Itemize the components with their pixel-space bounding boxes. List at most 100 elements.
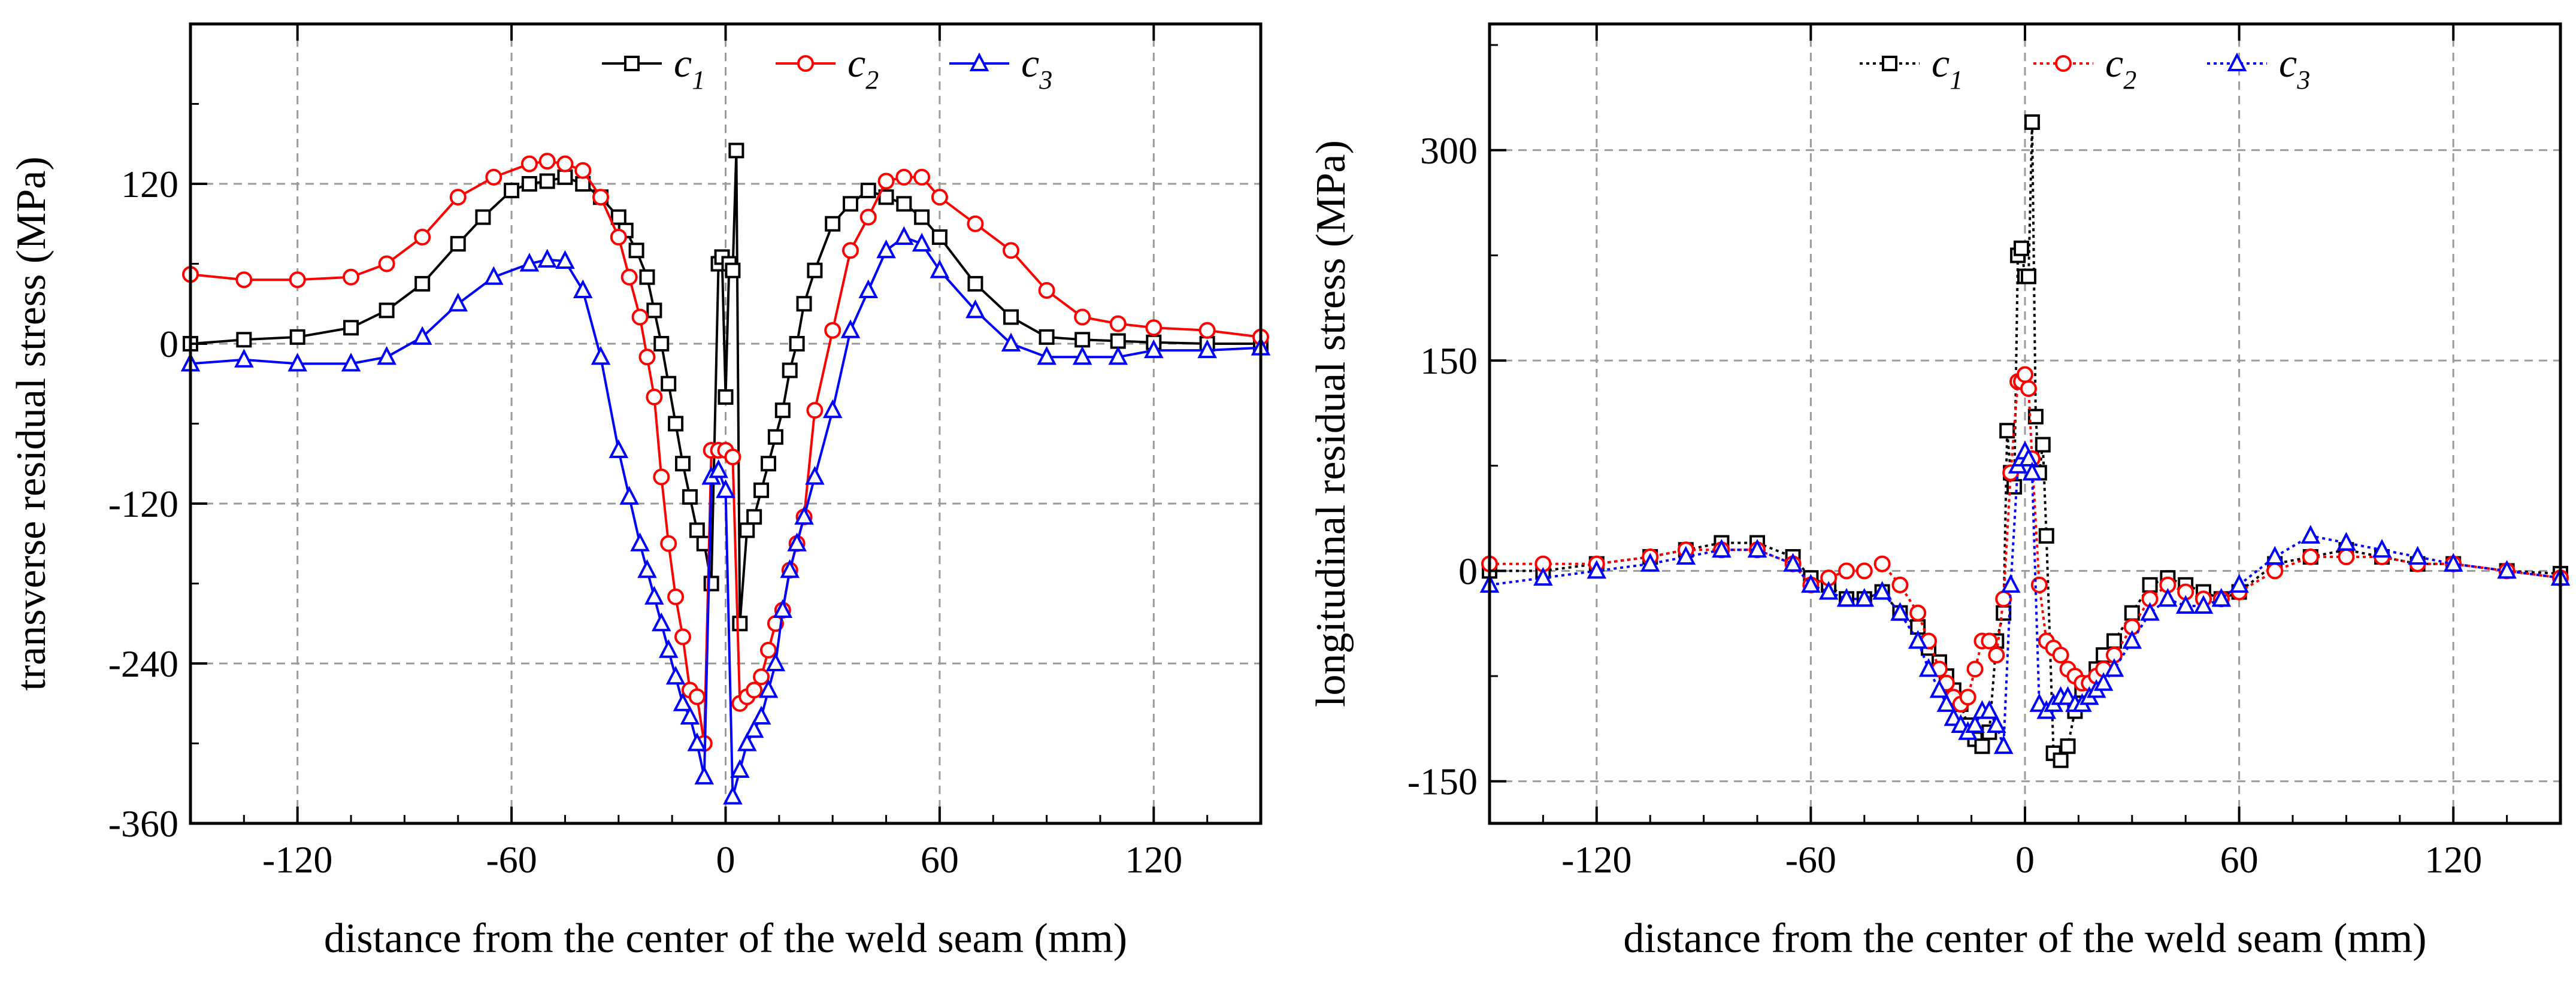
data-point-c3 [930, 259, 950, 278]
data-point-c2 [653, 468, 670, 486]
data-point-c3 [1993, 735, 2014, 754]
data-point-c3 [2140, 602, 2160, 621]
data-point-c3 [2372, 538, 2392, 558]
legend-marker [797, 55, 814, 72]
data-point-c1 [1003, 309, 1019, 325]
data-point-c1 [732, 616, 748, 632]
data-point-c3 [2443, 553, 2463, 572]
data-point-c1 [675, 456, 691, 472]
data-point-c3 [484, 266, 504, 285]
data-point-c1 [825, 216, 841, 232]
data-point-c3 [2408, 546, 2427, 565]
data-point-c1 [646, 302, 662, 319]
data-point-c1 [521, 176, 537, 192]
data-point-c1 [896, 196, 912, 212]
legend-item-c2: c2 [776, 40, 879, 95]
transverse-stress-chart: -120 -60 0 60 120 -360 -240 -120 0 120 distance fr… [8, 22, 1271, 962]
data-point-c1 [753, 482, 770, 498]
data-point-c3 [1108, 346, 1128, 365]
data-point-c3 [687, 732, 707, 751]
y-tick-label: 150 [1420, 340, 1478, 382]
data-point-c1 [450, 236, 466, 252]
data-point-c1 [661, 375, 677, 392]
data-point-c3 [894, 226, 914, 245]
data-point-c3 [680, 705, 700, 725]
data-point-c1 [289, 329, 305, 345]
data-point-c2 [414, 229, 431, 246]
data-point-c1 [639, 269, 655, 285]
data-point-c3 [2000, 574, 2021, 593]
y-tick-label: -360 [108, 802, 178, 845]
data-point-c3 [2018, 447, 2039, 467]
data-point-c1 [2020, 268, 2036, 284]
data-point-c2 [688, 688, 706, 705]
x-tick-label: 60 [2220, 838, 2259, 881]
legend-item-c2: c2 [2033, 40, 2136, 95]
data-point-c1 [703, 575, 719, 592]
data-point-c1 [2035, 437, 2051, 453]
data-point-c2 [289, 271, 306, 289]
data-point-c2 [759, 641, 777, 659]
data-point-c3 [723, 786, 743, 805]
data-point-c1 [689, 522, 705, 538]
data-point-c2 [1981, 632, 1998, 650]
data-point-c1 [628, 243, 644, 259]
data-point-c2 [631, 308, 649, 326]
series-line-c2 [1490, 371, 2561, 706]
data-point-c3 [716, 479, 735, 498]
data-point-c2 [1966, 660, 1984, 678]
data-point-c3 [1144, 339, 1164, 359]
data-point-c2 [538, 153, 556, 170]
data-point-c2 [1198, 322, 1216, 339]
data-point-c2 [1145, 319, 1163, 337]
x-tick-label: -60 [486, 838, 537, 881]
data-point-c3 [1818, 581, 1839, 600]
data-point-c1 [2014, 240, 2030, 256]
data-point-c3 [2022, 462, 2042, 481]
legend-item-c3: c3 [2207, 40, 2310, 95]
data-point-c1 [931, 229, 948, 245]
data-point-c1 [610, 209, 626, 225]
legend-label: c3 [1021, 40, 1052, 95]
data-point-c3 [1987, 714, 2006, 734]
data-point-c3 [794, 505, 814, 525]
series-line-c3 [1489, 449, 2561, 747]
data-point-c3 [912, 232, 932, 252]
grid [1490, 24, 2560, 823]
data-point-c3 [644, 586, 664, 605]
x-tick-label: -120 [262, 838, 332, 881]
data-point-c1 [682, 489, 698, 505]
data-point-c3 [630, 532, 650, 551]
legend-label: c1 [674, 40, 705, 95]
data-point-c1 [1996, 605, 2012, 621]
data-point-c1 [2106, 633, 2122, 649]
y-axis-title: longitudinal residual stress (MPa) [1308, 140, 1354, 707]
data-point-c3 [591, 346, 611, 365]
data-point-c3 [1854, 587, 1875, 607]
data-point-c2 [1995, 590, 2012, 608]
legend-label: c2 [2105, 40, 2136, 95]
data-point-c3 [1747, 538, 1767, 558]
data-point-c3 [1037, 346, 1057, 365]
data-point-c1 [557, 169, 573, 185]
data-point-c3 [858, 279, 879, 298]
data-point-c2 [620, 268, 638, 286]
data-point-c3 [1712, 538, 1732, 558]
data-point-c1 [504, 183, 520, 199]
y-axis-title: transverse residual stress (MPa) [8, 156, 55, 690]
data-point-c1 [789, 336, 805, 351]
grid [190, 24, 1261, 823]
data-point-c3 [1936, 693, 1957, 712]
series-line-c1 [190, 150, 1261, 624]
series-c1 [183, 143, 1269, 632]
data-point-c2 [235, 271, 253, 289]
data-point-c1 [914, 209, 930, 225]
data-point-c1 [842, 196, 858, 212]
data-point-c2 [895, 168, 913, 186]
data-point-c3 [876, 239, 896, 259]
data-point-c2 [824, 322, 841, 339]
data-point-c3 [1929, 679, 1950, 698]
data-point-c3 [2211, 587, 2232, 607]
data-point-c1 [760, 456, 776, 472]
